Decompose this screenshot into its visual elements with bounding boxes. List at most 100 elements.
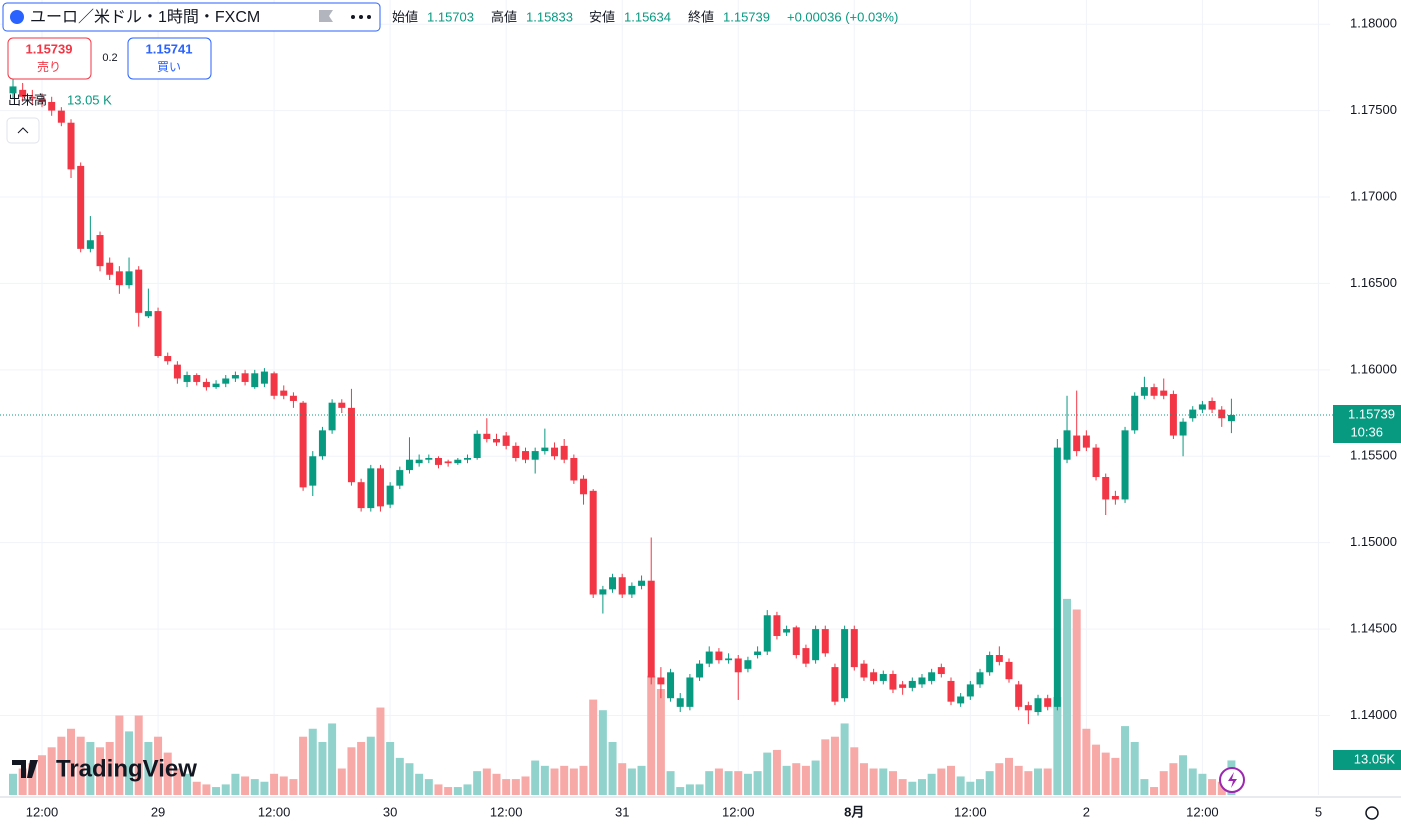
candle-body (1015, 684, 1023, 707)
candle-body (444, 461, 452, 464)
volume-bar (405, 763, 414, 795)
candle-body (502, 435, 510, 446)
x-tick-label: 12:00 (26, 804, 59, 819)
volume-bar (18, 768, 27, 795)
x-tick-label: 29 (151, 804, 165, 819)
candle-body (347, 407, 355, 483)
volume-bar (241, 776, 250, 795)
volume-bar (57, 736, 66, 795)
high-label: 高値 (491, 9, 517, 24)
logo-icon (12, 760, 38, 778)
volume-bar (1198, 773, 1207, 795)
candle-body (1189, 409, 1197, 419)
candle-body (918, 677, 926, 685)
volume-bar (1043, 768, 1052, 795)
open-value: 1.15703 (427, 9, 474, 24)
alert-bolt (1228, 772, 1237, 788)
candle-body (773, 615, 781, 636)
volume-bar (821, 739, 830, 795)
candle-body (86, 240, 94, 249)
candle-body (415, 459, 423, 464)
candle-body (212, 383, 220, 388)
volume-bar (260, 781, 269, 795)
volume-bar (946, 765, 955, 795)
candle-body (338, 402, 346, 408)
candle-body (850, 629, 858, 668)
candle-body (870, 672, 878, 681)
candle-body (628, 585, 636, 595)
volume-bar (173, 768, 182, 795)
candle-body (976, 672, 984, 685)
volume-bar (76, 736, 85, 795)
symbol-box[interactable] (2, 2, 381, 32)
volume-bar (473, 771, 482, 795)
candle-body (821, 629, 829, 654)
candle-body (792, 627, 800, 656)
volume-bar (134, 715, 143, 795)
volume-bar (444, 787, 453, 795)
volume-bar (840, 723, 849, 795)
candle-body (937, 667, 945, 675)
volume-bar (183, 773, 192, 795)
x-tick-label: 5 (1315, 804, 1322, 819)
buy-button[interactable] (127, 37, 212, 80)
volume-bar (976, 779, 984, 795)
candle-body (744, 660, 752, 669)
settings-icon[interactable] (1365, 806, 1379, 820)
y-tick-label: 1.15500 (1350, 448, 1397, 463)
candle-body (638, 580, 646, 586)
candle-body (231, 375, 239, 379)
candle-body (299, 402, 307, 488)
sell-button[interactable] (7, 37, 92, 80)
volume-bar (569, 768, 578, 795)
volume-bar (299, 736, 308, 795)
candle-body (812, 629, 820, 661)
more-icon[interactable] (351, 15, 371, 19)
buy-label: 買い (157, 60, 181, 74)
flag-icon[interactable] (319, 10, 333, 22)
open-label: 始値 (392, 9, 418, 24)
spread: 0.2 (102, 52, 117, 64)
candle-body (241, 373, 249, 382)
candle-body (947, 680, 955, 702)
volume-bar (985, 771, 994, 795)
volume-bar (782, 765, 791, 795)
candle-body (115, 271, 123, 286)
candle-body (676, 698, 684, 707)
volume-bar (1188, 768, 1197, 795)
candle-body (541, 447, 549, 452)
candle-body (1121, 430, 1129, 500)
volume-bar (1179, 755, 1188, 795)
candle-body (405, 459, 413, 471)
candle-body (1073, 435, 1081, 452)
volume-bar (212, 787, 221, 795)
candle-body (396, 470, 404, 486)
volume-bar (869, 768, 878, 795)
candle-body (28, 96, 36, 99)
candle-body (1198, 404, 1206, 410)
x-tick-label: 12:00 (954, 804, 987, 819)
volume-bar (859, 763, 868, 795)
candle-body (725, 658, 733, 661)
candle-body (270, 373, 278, 396)
volume-bar (328, 723, 337, 795)
volume-bar (492, 773, 501, 795)
collapse-button[interactable] (6, 117, 40, 144)
volume-bar (453, 787, 462, 795)
volume-bar (1053, 696, 1062, 795)
y-tick-label: 1.14500 (1350, 621, 1397, 636)
volume-bar (386, 742, 395, 795)
volume-bar (608, 742, 617, 795)
candle-body (1160, 390, 1168, 396)
volume-bar (908, 781, 917, 795)
volume-bar (772, 749, 781, 795)
volume-bar (579, 765, 588, 795)
volume-bar (753, 771, 762, 795)
candle-body (425, 457, 433, 460)
candle-body (1140, 387, 1148, 396)
candle-body (802, 648, 810, 664)
volume-bar (927, 773, 936, 795)
volume-bar (357, 742, 366, 795)
volume-bar (1111, 757, 1120, 795)
candle-body (9, 86, 17, 94)
